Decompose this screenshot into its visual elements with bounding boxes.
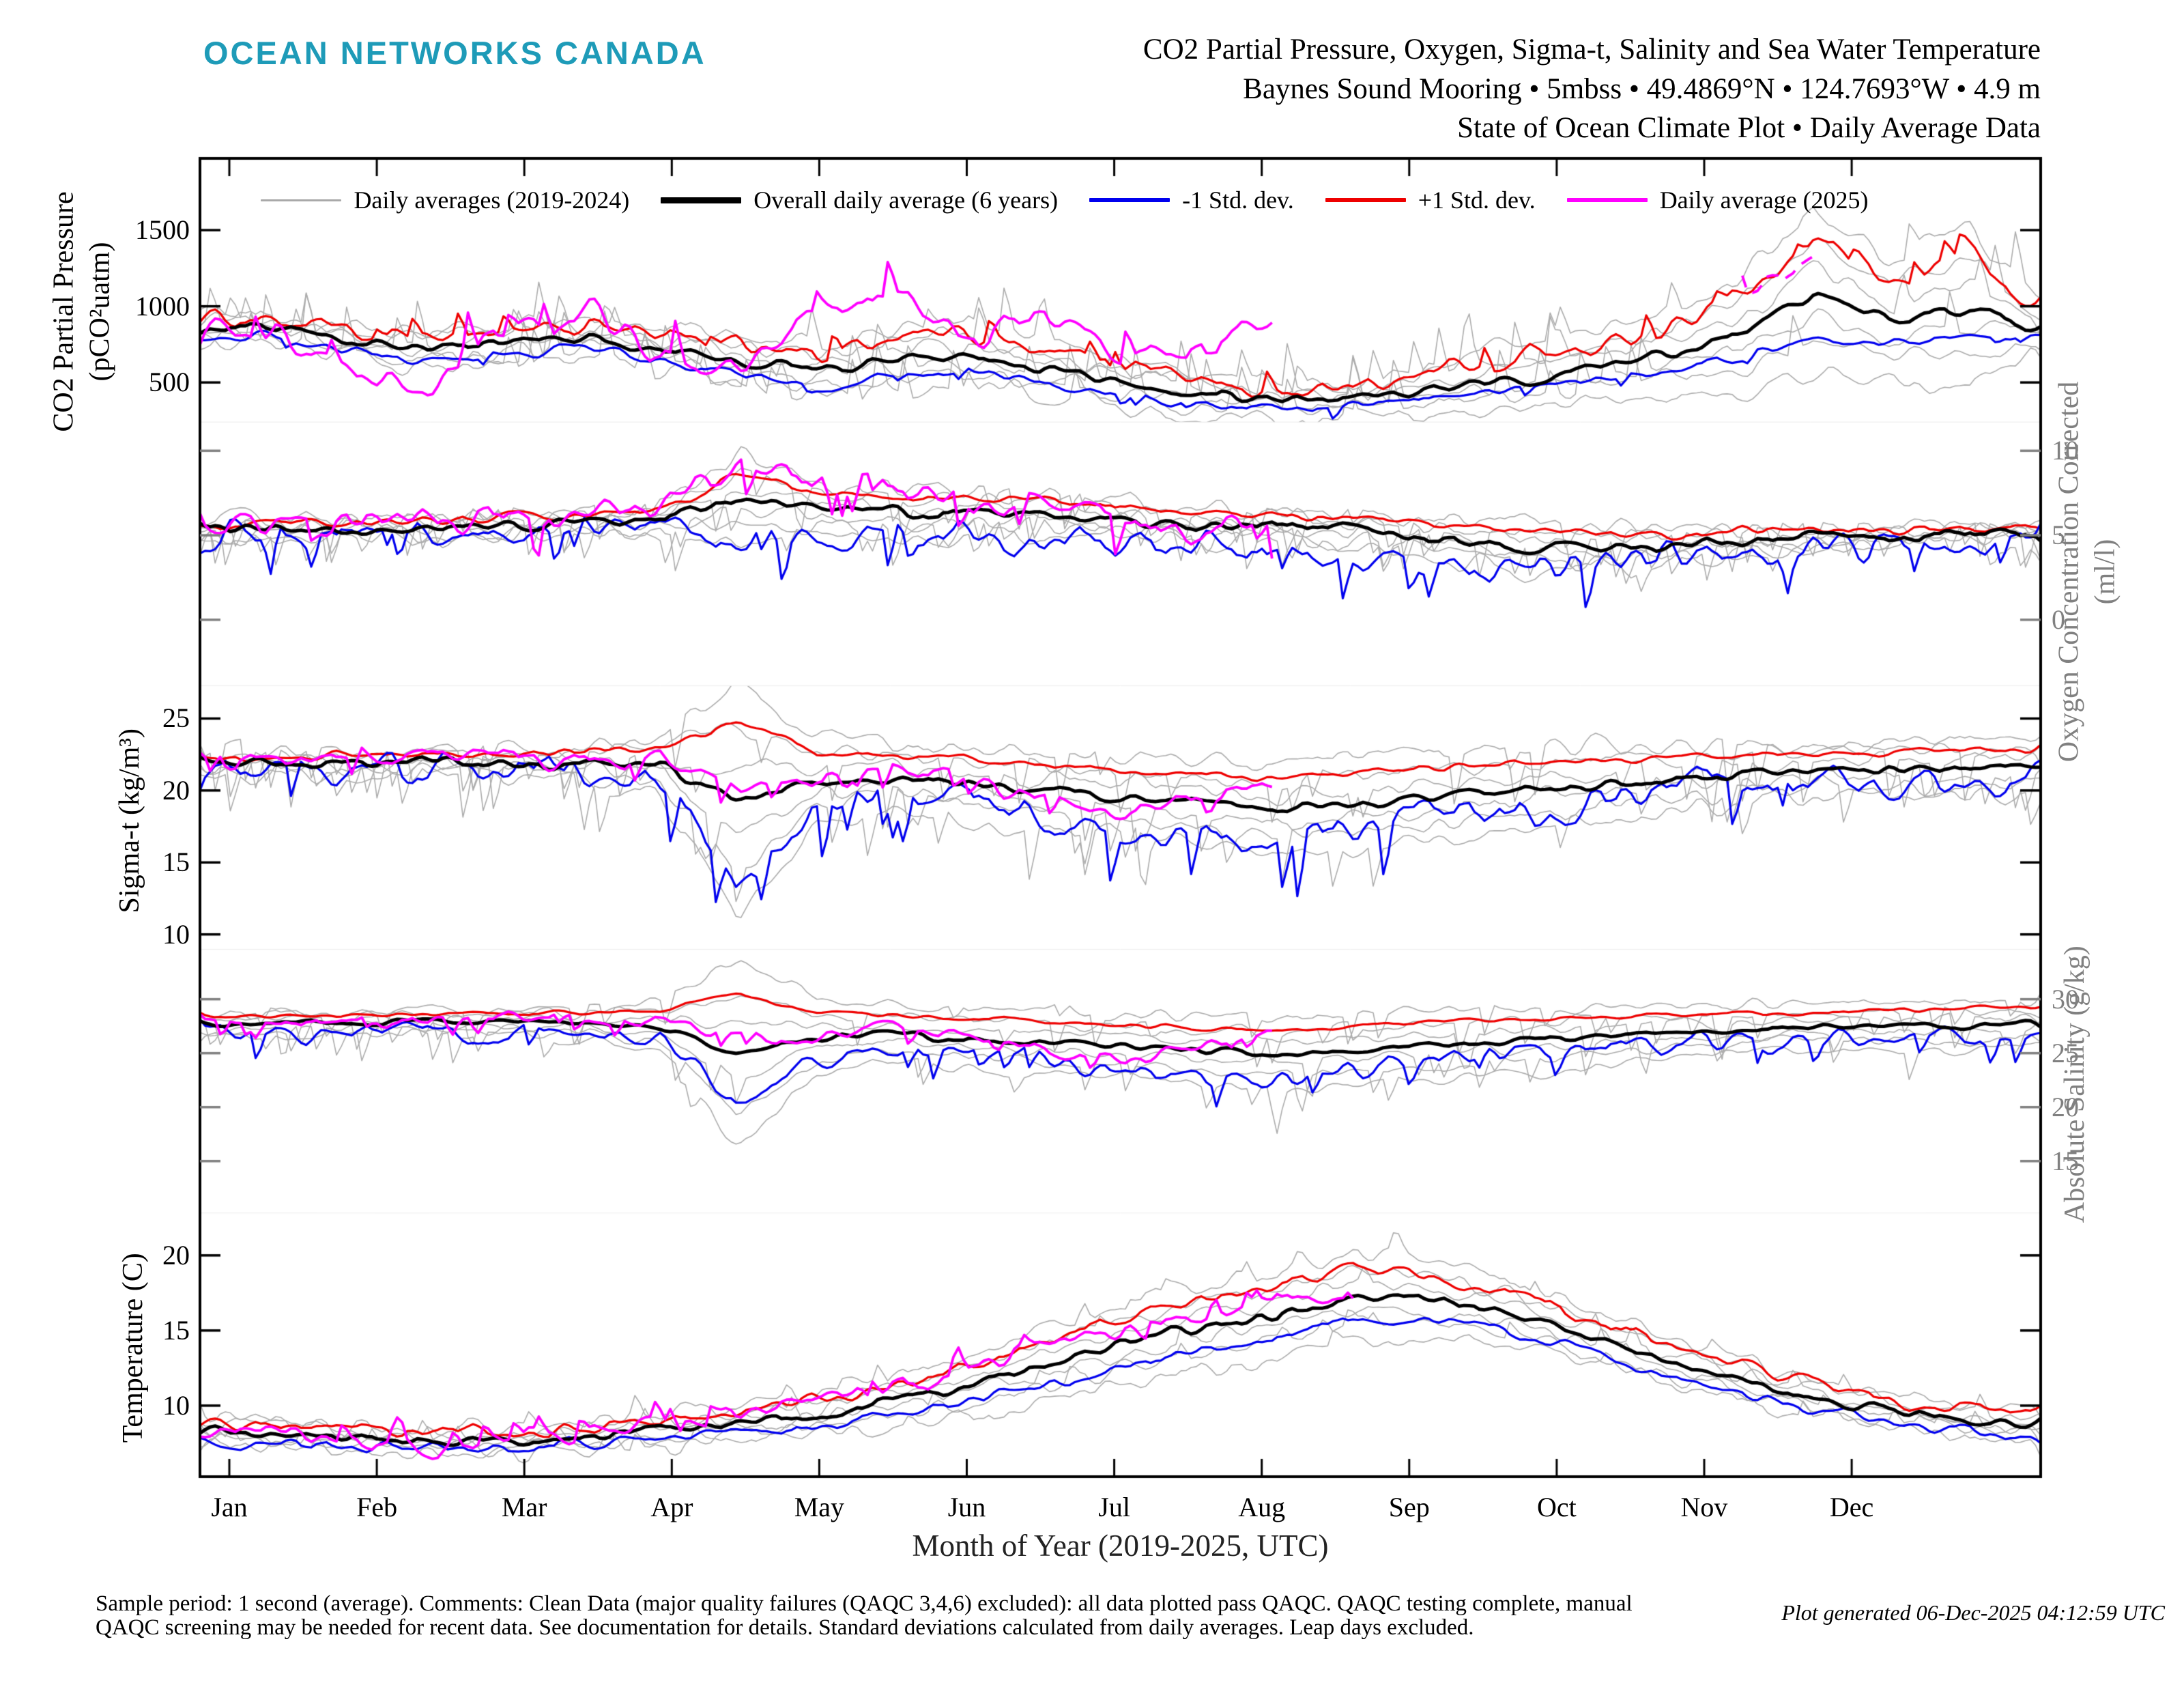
footer-comments: Sample period: 1 second (average). Comme… xyxy=(96,1591,1761,1641)
axis-label-co2: CO2 Partial Pressure (pCO²uatm) xyxy=(46,0,118,653)
x-tick-label-jan: Jan xyxy=(211,1492,248,1522)
y-tick-label-co2_partial_pressure-1500: 1500 xyxy=(135,214,190,246)
axis-label-temperature: Temperature (C) xyxy=(115,1006,152,1689)
legend: Daily averages (2019-2024) Overall daily … xyxy=(239,182,1891,218)
x-tick-label-may: May xyxy=(794,1492,845,1522)
title-line-3: State of Ocean Climate Plot • Daily Aver… xyxy=(1457,112,2041,145)
x-tick-label-aug: Aug xyxy=(1238,1492,1286,1522)
legend-item-plus-std: +1 Std. dev. xyxy=(1325,186,1536,214)
footer-line-1: Sample period: 1 second (average). Comme… xyxy=(96,1591,1633,1616)
legend-swatch-minus-std xyxy=(1089,198,1170,202)
legend-label-overall-average: Overall daily average (6 years) xyxy=(753,186,1059,214)
legend-swatch-overall-average xyxy=(661,197,742,203)
x-tick-label-jun: Jun xyxy=(947,1492,986,1522)
y-tick-label-oxygen_concentration_corrected-0: 0 xyxy=(2052,604,2065,635)
axis-label-salinity-line1: Absolute Salinity (g/kg) xyxy=(2058,946,2090,1223)
x-tick-label-mar: Mar xyxy=(501,1492,547,1522)
title-line-1: CO2 Partial Pressure, Oxygen, Sigma-t, S… xyxy=(1143,33,2041,66)
axis-label-co2-line1: CO2 Partial Pressure xyxy=(48,191,80,432)
x-tick-label-jul: Jul xyxy=(1098,1492,1130,1522)
y-tick-label-co2_partial_pressure-500: 500 xyxy=(149,367,190,398)
legend-item-daily-average-2025: Daily average (2025) xyxy=(1566,186,1869,214)
legend-label-plus-std: +1 Std. dev. xyxy=(1418,186,1536,214)
footer-line-2: QAQC screening may be needed for recent … xyxy=(96,1615,1474,1641)
x-tick-label-sep: Sep xyxy=(1388,1492,1430,1522)
y-tick-label-sigma_t-10: 10 xyxy=(162,918,190,950)
y-tick-label-oxygen_concentration_corrected-10: 10 xyxy=(2052,435,2079,466)
legend-item-daily-averages-past: Daily averages (2019-2024) xyxy=(261,186,629,214)
x-tick-label-dec: Dec xyxy=(1829,1492,1874,1522)
y-tick-label-sigma_t-15: 15 xyxy=(162,847,190,878)
y-tick-label-absolute_salinity-20: 20 xyxy=(2052,1091,2079,1122)
x-tick-label-nov: Nov xyxy=(1680,1492,1728,1522)
y-tick-label-absolute_salinity-30: 30 xyxy=(2052,983,2079,1014)
plot-title: CO2 Partial Pressure, Oxygen, Sigma-t, S… xyxy=(1143,30,2041,148)
x-tick-label-apr: Apr xyxy=(650,1492,693,1522)
legend-swatch-plus-std xyxy=(1325,198,1406,202)
axis-label-salinity: Absolute Salinity (g/kg) xyxy=(2057,743,2093,1425)
legend-label-daily-average-2025: Daily average (2025) xyxy=(1659,186,1869,214)
legend-label-daily-averages-past: Daily averages (2019-2024) xyxy=(354,186,630,214)
y-tick-label-sigma_t-20: 20 xyxy=(162,774,190,806)
y-tick-label-sigma_t-25: 25 xyxy=(162,702,190,734)
generated-timestamp: Plot generated 06-Dec-2025 04:12:59 UTC xyxy=(1781,1600,2165,1625)
x-tick-label-feb: Feb xyxy=(356,1492,398,1522)
legend-swatch-daily-averages-past xyxy=(261,199,342,201)
title-line-2: Baynes Sound Mooring • 5mbss • 49.4869°N… xyxy=(1243,72,2041,105)
y-tick-label-absolute_salinity-15: 15 xyxy=(2052,1145,2079,1176)
x-tick-label-oct: Oct xyxy=(1537,1492,1577,1522)
legend-label-minus-std: -1 Std. dev. xyxy=(1182,186,1294,214)
y-tick-label-absolute_salinity-25: 25 xyxy=(2052,1037,2079,1068)
y-tick-label-co2_partial_pressure-1000: 1000 xyxy=(135,290,190,322)
y-tick-label-temperature-15: 15 xyxy=(162,1314,190,1346)
legend-swatch-daily-average-2025 xyxy=(1566,198,1648,202)
onc-logo: OCEAN NETWORKS CANADA xyxy=(203,35,706,71)
y-tick-label-temperature-10: 10 xyxy=(162,1389,190,1421)
legend-item-minus-std: -1 Std. dev. xyxy=(1089,186,1294,214)
legend-item-overall-average: Overall daily average (6 years) xyxy=(661,186,1058,214)
x-axis-label: Month of Year (2019-2025, UTC) xyxy=(912,1529,1329,1563)
plot-canvas xyxy=(0,0,2184,1638)
y-tick-label-oxygen_concentration_corrected-5: 5 xyxy=(2052,520,2065,551)
y-tick-label-temperature-20: 20 xyxy=(162,1239,190,1271)
axis-label-temperature-line1: Temperature (C) xyxy=(117,1253,149,1443)
